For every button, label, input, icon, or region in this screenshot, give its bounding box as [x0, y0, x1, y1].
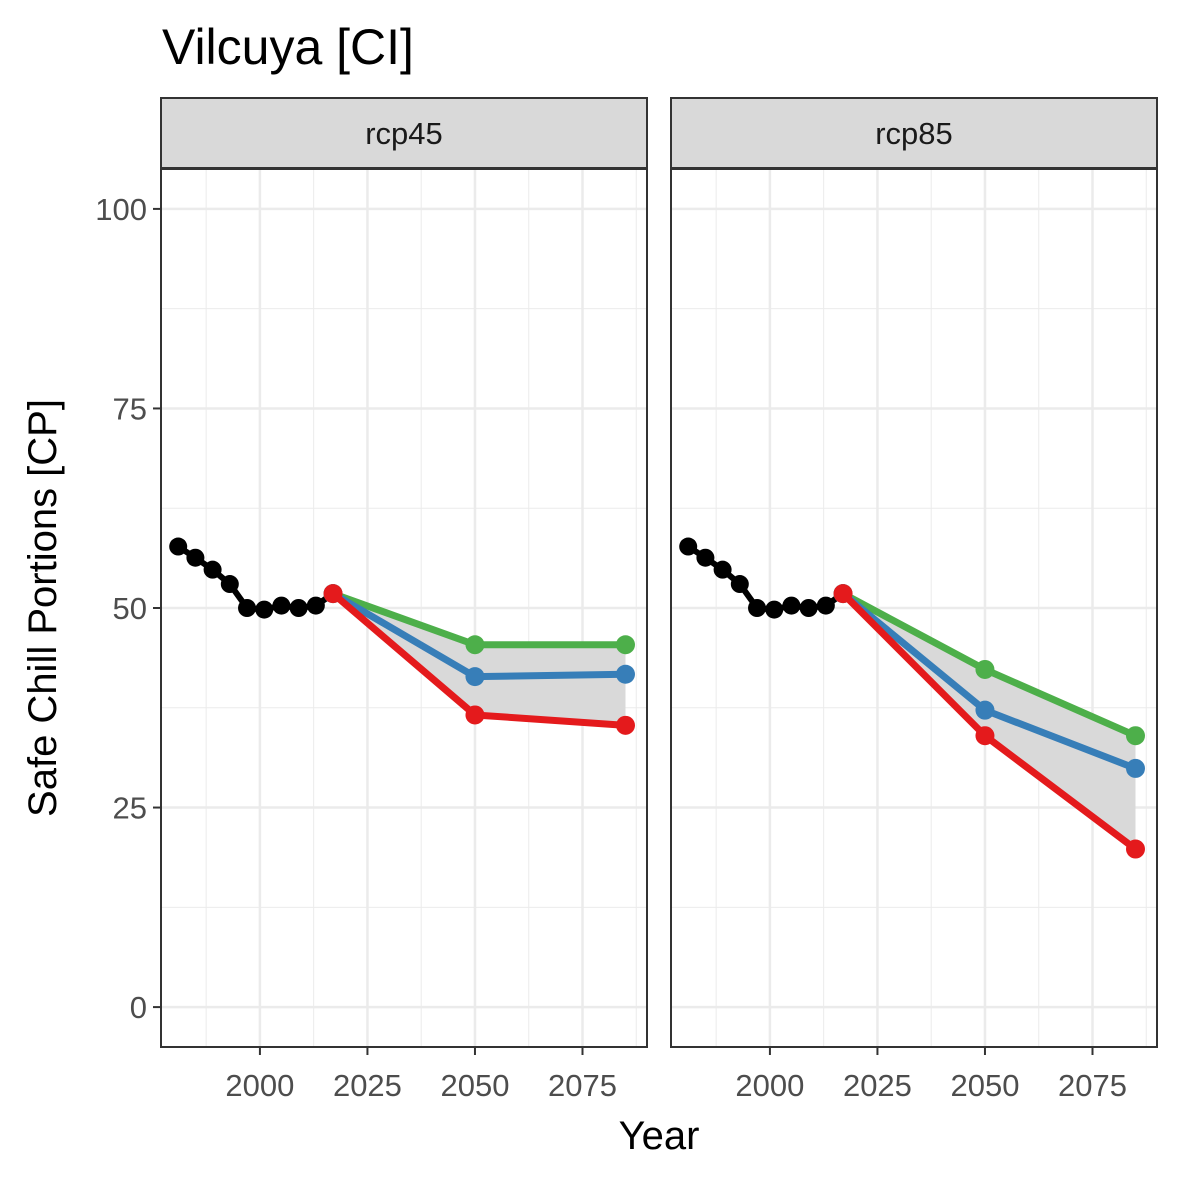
- historic-point: [765, 600, 784, 619]
- optimistic-point: [615, 635, 635, 655]
- strip-label: rcp85: [875, 116, 953, 151]
- pessimistic-point: [833, 584, 853, 604]
- intermediate-point: [465, 667, 485, 687]
- panel-border: [670, 168, 1158, 1048]
- historic-point: [799, 599, 818, 617]
- historic-point: [238, 599, 257, 617]
- x-tick-label: 2075: [548, 1068, 617, 1103]
- strip-label: rcp45: [365, 116, 443, 151]
- y-axis-title: Safe Chill Portions [CP]: [21, 399, 65, 817]
- historic-point: [713, 560, 732, 579]
- y-tick-label: 100: [95, 192, 147, 227]
- historic-point: [220, 575, 239, 594]
- historic-point: [272, 596, 291, 615]
- historic-point: [730, 575, 749, 594]
- historic-point: [816, 596, 835, 615]
- pessimistic-point: [615, 715, 635, 735]
- panels: rcp45 2000 2025 2050 2075 0 25 50 75 100 rcp85 2000…: [95, 97, 1158, 1103]
- x-tick-label: 2075: [1058, 1068, 1127, 1103]
- x-tick-label: 2000: [225, 1068, 294, 1103]
- historic-point: [169, 537, 188, 556]
- historic-point: [679, 537, 698, 556]
- intermediate-point: [1125, 758, 1145, 778]
- pessimistic-point: [465, 705, 485, 725]
- panel-rcp85: rcp85 2000 2025 2050 2075: [670, 97, 1158, 1103]
- x-tick-label: 2000: [735, 1068, 804, 1103]
- pessimistic-point: [975, 726, 995, 746]
- strip-background: [670, 97, 1158, 169]
- x-tick-label: 2025: [333, 1068, 402, 1103]
- x-axis-title: Year: [619, 1114, 700, 1158]
- y-tick-label: 75: [113, 391, 147, 426]
- historic-point: [203, 560, 222, 579]
- intermediate-point: [615, 664, 635, 684]
- historic-point: [696, 548, 715, 567]
- pessimistic-point: [323, 584, 343, 604]
- y-tick-label: 50: [113, 591, 147, 626]
- optimistic-point: [1125, 726, 1145, 746]
- optimistic-point: [465, 635, 485, 655]
- historic-point: [748, 599, 767, 617]
- chart-title: Vilcuya [CI]: [162, 19, 414, 75]
- y-tick-label: 25: [113, 791, 147, 826]
- x-tick-label: 2025: [843, 1068, 912, 1103]
- panel-rcp45: rcp45 2000 2025 2050 2075 0 25 50 75 100: [95, 97, 648, 1103]
- optimistic-point: [975, 659, 995, 679]
- scenario-range-ribbon: [333, 593, 626, 726]
- pessimistic-point: [1125, 839, 1145, 859]
- y-tick-label: 0: [130, 990, 147, 1025]
- historic-point: [186, 548, 205, 567]
- intermediate-point: [975, 700, 995, 720]
- historic-point: [782, 596, 801, 615]
- historic-point: [306, 596, 325, 615]
- x-tick-label: 2050: [950, 1068, 1019, 1103]
- x-tick-label: 2050: [440, 1068, 509, 1103]
- strip-background: [160, 97, 648, 169]
- historic-point: [289, 599, 308, 617]
- historic-point: [255, 600, 274, 619]
